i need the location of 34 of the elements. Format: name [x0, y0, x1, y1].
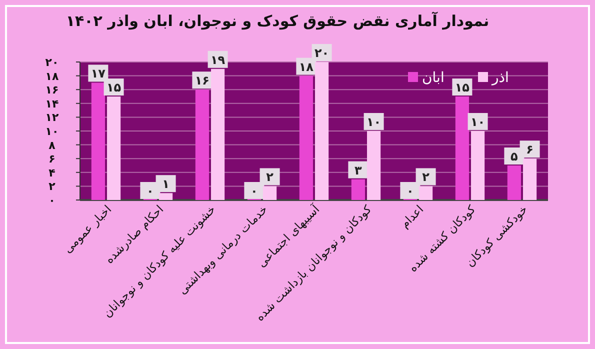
data-label: ۱ [162, 177, 170, 192]
x-tick-label: اخبار عمومی [60, 202, 114, 256]
y-tick-label: ۰ [48, 194, 56, 207]
data-label: ۱۰ [366, 115, 382, 129]
data-label: ۱۵ [454, 80, 470, 94]
data-label: ۱۹ [210, 52, 226, 67]
y-tick-label: ۱۶ [45, 84, 59, 97]
data-label: ۱۰ [470, 115, 486, 129]
x-tick-label: اعدام [398, 202, 426, 231]
y-tick-label: ۱۴ [45, 97, 59, 110]
data-label: ۱۸ [298, 60, 314, 74]
y-tick-label: ۶ [48, 152, 56, 166]
data-label: ۰ [250, 184, 258, 198]
y-tick-label: ۱۸ [45, 70, 59, 83]
data-label: ۳ [354, 163, 363, 178]
data-label: ۰ [406, 184, 414, 198]
data-label: ۱۶ [194, 74, 210, 88]
y-tick-label: ۸ [48, 138, 56, 152]
chart-title: نمودار آماری نقض حقوق کودک و نوجوان، ابان واذر ۱۴۰۲ [66, 11, 490, 30]
data-label: ۱۵ [106, 80, 122, 94]
legend-label: اذر [491, 70, 509, 86]
data-label: ۲ [422, 170, 430, 184]
legend-label: ابان [422, 70, 444, 86]
data-label: ۲ [266, 170, 274, 184]
y-tick-label: ۱۰ [45, 125, 59, 138]
data-label: ۶ [526, 142, 534, 157]
y-tick-label: ۲ [48, 180, 56, 194]
y-tick-label: ۱۲ [45, 111, 59, 124]
data-label: ۱۷ [90, 66, 106, 81]
y-tick-label: ۴ [48, 166, 56, 180]
data-label: ۵ [510, 150, 518, 164]
y-tick-label: ۲۰ [45, 56, 59, 69]
data-label: ۲۰ [314, 46, 330, 60]
data-label: ۰ [146, 184, 154, 198]
